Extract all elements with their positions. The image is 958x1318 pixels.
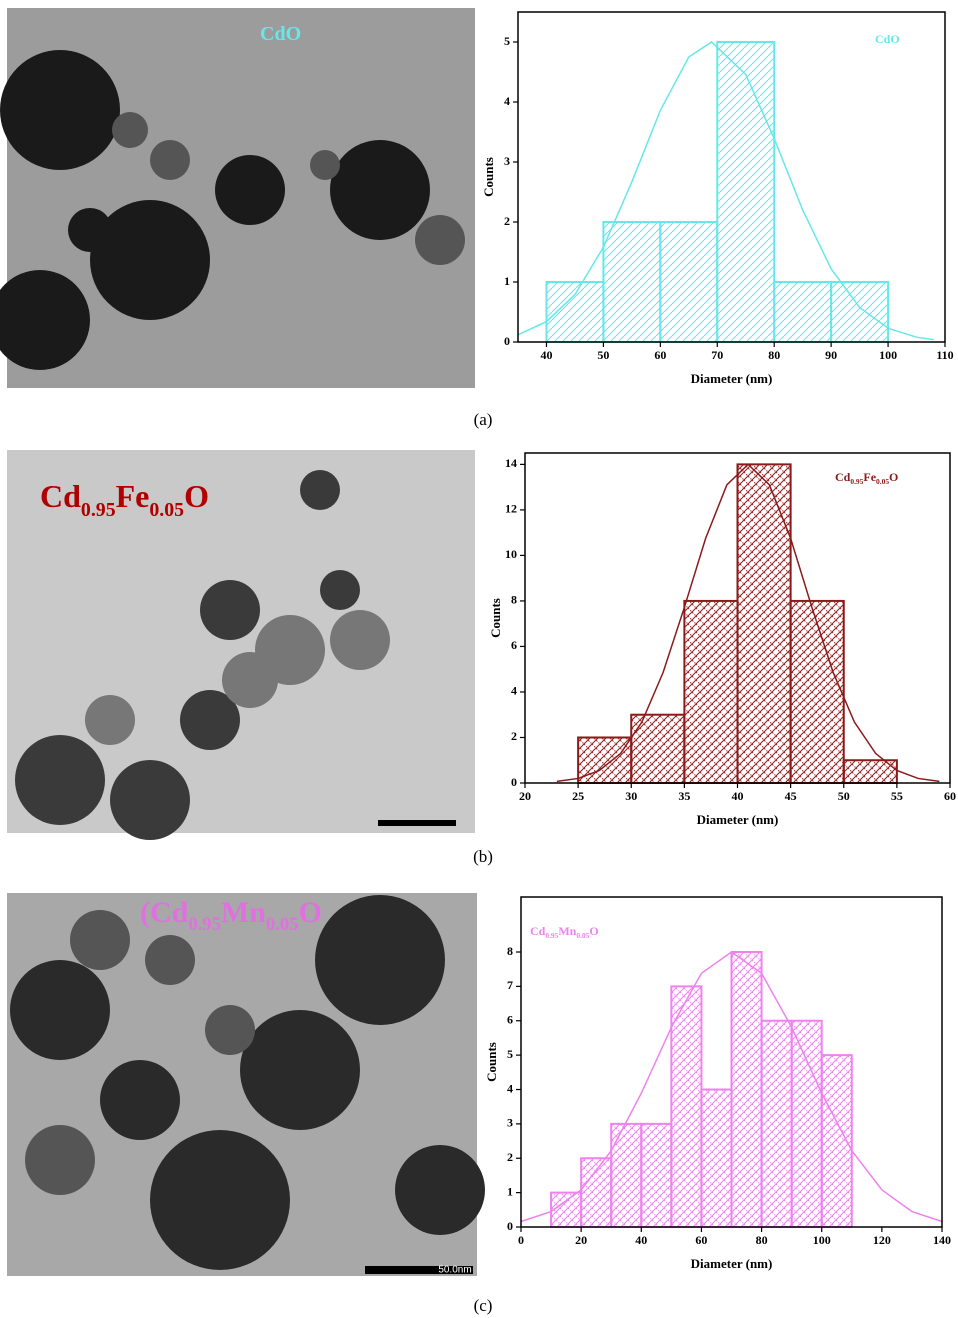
bar bbox=[683, 599, 739, 784]
x-tick-label: 80 bbox=[768, 348, 780, 362]
y-tick-label: 4 bbox=[511, 684, 517, 698]
y-tick-label: 2 bbox=[507, 1150, 513, 1164]
histogram-chart: 0 20 40 60 80 100 120 140 0 1 2 3 4 5 6 7 8 Diameter (nm)… bbox=[484, 896, 951, 1271]
bar bbox=[659, 221, 719, 343]
image-label: Cd0.95Fe0.05O bbox=[40, 478, 209, 520]
bar bbox=[580, 1157, 613, 1228]
x-tick-label: 45 bbox=[785, 789, 797, 803]
y-tick-label: 2 bbox=[504, 214, 510, 228]
y-tick-label: 4 bbox=[504, 94, 510, 108]
x-tick-label: 100 bbox=[813, 1233, 831, 1247]
bar bbox=[760, 1019, 793, 1228]
image-label: CdO bbox=[260, 23, 301, 45]
x-tick-label: 60 bbox=[944, 789, 956, 803]
bar bbox=[630, 713, 686, 784]
y-tick-label: 10 bbox=[505, 547, 517, 561]
y-tick-label: 1 bbox=[507, 1184, 513, 1198]
x-axis-label: Diameter (nm) bbox=[691, 371, 773, 386]
bar bbox=[602, 221, 662, 343]
bar bbox=[736, 463, 792, 784]
x-tick-label: 60 bbox=[654, 348, 666, 362]
x-axis-label: Diameter (nm) bbox=[691, 1256, 773, 1271]
x-tick-label: 140 bbox=[933, 1233, 951, 1247]
tem-image-b bbox=[7, 450, 475, 840]
x-tick-label: 40 bbox=[540, 348, 552, 362]
x-tick-label: 30 bbox=[625, 789, 637, 803]
y-tick-label: 3 bbox=[507, 1116, 513, 1130]
y-tick-label: 5 bbox=[507, 1047, 513, 1061]
bar bbox=[789, 599, 845, 784]
y-tick-label: 0 bbox=[511, 775, 517, 789]
x-axis-label: Diameter (nm) bbox=[697, 812, 779, 827]
y-tick-label: 5 bbox=[504, 34, 510, 48]
plot-frame bbox=[520, 896, 943, 1228]
bar bbox=[790, 1019, 823, 1228]
y-tick-label: 0 bbox=[507, 1219, 513, 1233]
y-tick-label: 8 bbox=[507, 944, 513, 958]
bar bbox=[773, 281, 833, 343]
x-tick-label: 40 bbox=[635, 1233, 647, 1247]
y-axis-label: Counts bbox=[488, 598, 503, 638]
x-tick-label: 0 bbox=[518, 1233, 524, 1247]
plot-frame bbox=[517, 11, 946, 343]
legend-entry: Cd0.95Mn0.05O bbox=[530, 924, 599, 940]
bar bbox=[830, 281, 890, 343]
y-tick-label: 3 bbox=[504, 154, 510, 168]
x-tick-label: 80 bbox=[756, 1233, 768, 1247]
y-tick-label: 1 bbox=[504, 274, 510, 288]
bar bbox=[700, 1088, 733, 1228]
x-tick-label: 100 bbox=[879, 348, 897, 362]
x-tick-label: 60 bbox=[695, 1233, 707, 1247]
x-tick-label: 55 bbox=[891, 789, 903, 803]
x-tick-label: 35 bbox=[678, 789, 690, 803]
y-tick-label: 12 bbox=[505, 502, 517, 516]
bar bbox=[545, 281, 605, 343]
histogram-chart: 20 25 30 35 40 45 50 55 60 0 2 4 6 8 10 12 14 Diameter (n… bbox=[488, 452, 956, 827]
y-tick-label: 2 bbox=[511, 729, 517, 743]
bar bbox=[640, 1122, 673, 1228]
tem-image-c bbox=[7, 893, 485, 1276]
legend-entry: Cd0.95Fe0.05O bbox=[835, 470, 898, 486]
panel-label: (c) bbox=[474, 1296, 493, 1315]
y-axis-label: Counts bbox=[481, 157, 496, 197]
scale-bar-label: 50.0nm bbox=[438, 1265, 471, 1276]
panel-label: (b) bbox=[473, 847, 493, 866]
x-tick-label: 25 bbox=[572, 789, 584, 803]
fit-curve bbox=[556, 463, 940, 783]
y-tick-label: 0 bbox=[504, 334, 510, 348]
fit-curve bbox=[520, 951, 943, 1223]
y-tick-label: 7 bbox=[507, 978, 513, 992]
legend-entry: CdO bbox=[875, 32, 900, 46]
tem-image-a bbox=[0, 8, 475, 388]
y-tick-label: 8 bbox=[511, 593, 517, 607]
image-label: (Cd0.95Mn0.05O bbox=[140, 896, 322, 935]
x-tick-label: 20 bbox=[519, 789, 531, 803]
x-tick-label: 50 bbox=[597, 348, 609, 362]
x-tick-label: 120 bbox=[873, 1233, 891, 1247]
x-tick-label: 70 bbox=[711, 348, 723, 362]
y-tick-label: 4 bbox=[507, 1081, 513, 1095]
bar bbox=[550, 1191, 583, 1228]
x-tick-label: 20 bbox=[575, 1233, 587, 1247]
bar bbox=[716, 41, 776, 343]
bar bbox=[730, 951, 763, 1228]
y-tick-label: 6 bbox=[511, 638, 517, 652]
y-axis-label: Counts bbox=[484, 1042, 499, 1082]
histogram-chart: 40 50 60 70 80 90 100 110 0 1 2 3 4 5 Diameter (nm) Cou… bbox=[481, 11, 954, 386]
fit-curve bbox=[517, 41, 934, 341]
bar bbox=[610, 1122, 643, 1228]
y-tick-label: 6 bbox=[507, 1013, 513, 1027]
x-tick-label: 110 bbox=[936, 348, 953, 362]
y-tick-label: 14 bbox=[505, 456, 517, 470]
panel-label: (a) bbox=[474, 410, 493, 429]
x-tick-label: 50 bbox=[838, 789, 850, 803]
x-tick-label: 40 bbox=[732, 789, 744, 803]
x-tick-label: 90 bbox=[825, 348, 837, 362]
bar bbox=[670, 985, 703, 1228]
